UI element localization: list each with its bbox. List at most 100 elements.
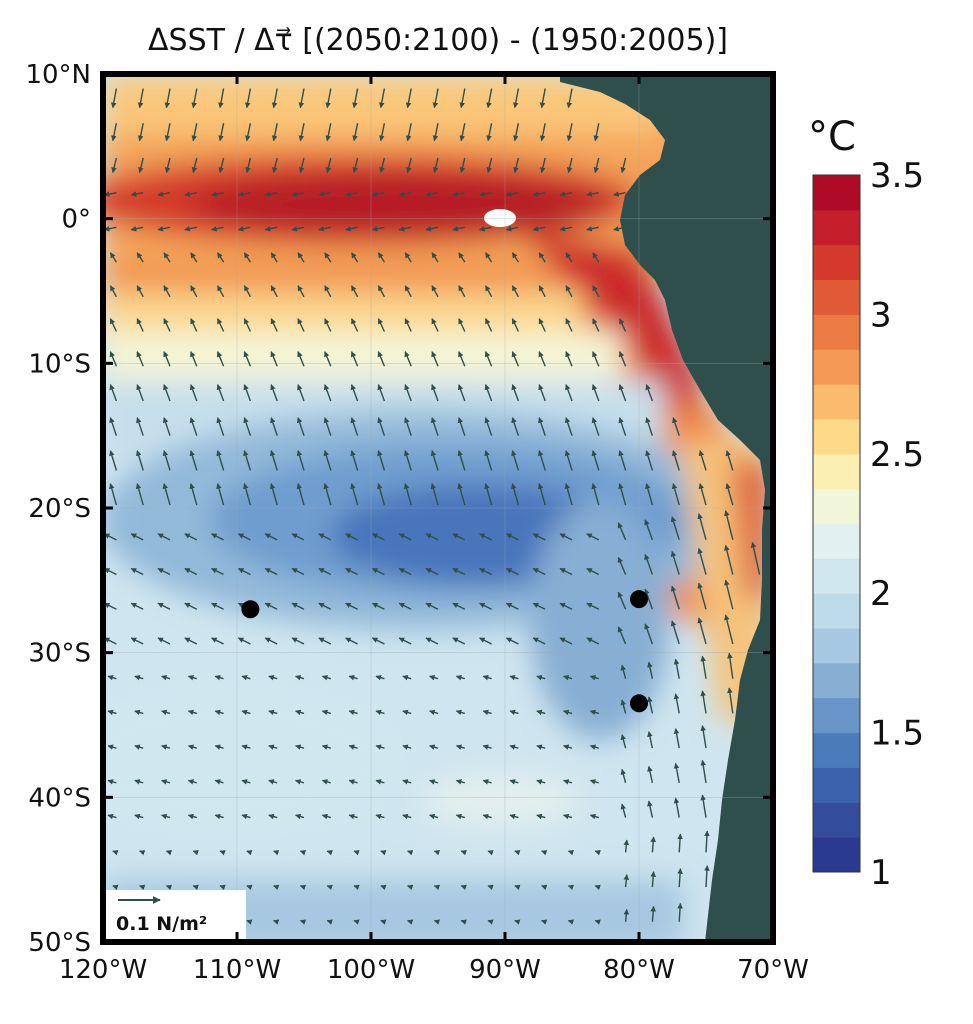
wind-vector — [620, 734, 627, 749]
wind-vector — [270, 417, 278, 436]
wind-vector — [617, 556, 627, 575]
wind-vector — [190, 318, 198, 332]
wind-vector — [586, 567, 600, 576]
wind-vector — [487, 850, 494, 856]
x-tick-label: 120°W — [59, 955, 147, 985]
wind-vector — [482, 779, 492, 785]
wind-vector — [541, 850, 548, 856]
wind-vector — [345, 602, 358, 610]
wind-vector — [564, 483, 573, 506]
wind-vector — [268, 744, 278, 750]
wind-vector — [591, 483, 600, 506]
wind-vector — [138, 157, 144, 174]
wind-vector — [650, 836, 656, 853]
wind-vector — [326, 919, 333, 925]
colorbar-tick-labels: 3.5 3 2.5 2 1.5 1 — [870, 156, 924, 893]
wind-vector — [677, 833, 683, 853]
wind-vector — [486, 123, 493, 142]
wind-vector — [650, 905, 656, 922]
wind-vector — [698, 450, 707, 471]
wind-vector — [505, 567, 519, 576]
wind-vector — [243, 384, 252, 402]
wind-vector — [216, 318, 225, 332]
colorbar-swatch — [813, 279, 860, 315]
wind-vector — [371, 637, 385, 645]
wind-vector — [452, 637, 466, 645]
wind-vector — [455, 744, 465, 750]
wind-vector — [380, 884, 387, 891]
wind-vector — [509, 709, 519, 716]
y-tick-label: 40°S — [28, 783, 91, 813]
wind-vector — [243, 252, 251, 263]
wind-vector — [189, 417, 198, 436]
wind-vector — [589, 674, 599, 681]
wind-vector — [559, 226, 573, 232]
wind-vector — [112, 884, 119, 891]
wind-vector — [670, 516, 680, 541]
wind-vector — [318, 191, 331, 197]
colorbar-swatch — [813, 837, 860, 873]
wind-vector — [613, 226, 626, 232]
wind-vector — [264, 533, 278, 541]
wind-vector — [537, 450, 546, 471]
wind-vector — [618, 351, 627, 367]
wind-vector — [271, 88, 278, 109]
wind-vector — [459, 88, 466, 109]
wind-vector — [532, 226, 546, 232]
wind-vector — [429, 813, 439, 820]
wind-vector — [670, 620, 680, 645]
wind-vector — [402, 674, 412, 681]
wind-vector — [479, 191, 492, 197]
wind-vector — [321, 744, 331, 750]
wind-vector — [538, 351, 546, 367]
wind-vector — [700, 655, 707, 679]
wind-vector — [380, 919, 387, 925]
wind-vector — [353, 884, 360, 891]
wind-vector — [429, 709, 439, 716]
wind-vector — [352, 88, 359, 109]
wind-vector — [184, 533, 198, 541]
wind-vector — [162, 417, 171, 436]
wind-vector — [134, 813, 144, 820]
wind-vector — [398, 602, 412, 610]
colorbar-swatch — [813, 175, 860, 211]
wind-vector — [380, 850, 387, 856]
wind-vector — [295, 674, 305, 681]
wind-vector — [479, 602, 492, 610]
wind-vector — [618, 318, 627, 332]
wind-vector — [460, 884, 467, 891]
wind-vector — [538, 285, 546, 298]
wind-vector — [647, 696, 654, 714]
wind-vector — [511, 450, 520, 471]
wind-vector — [539, 88, 546, 109]
colorbar-tick-label: 3 — [870, 295, 892, 335]
wind-vector — [425, 533, 439, 541]
wind-vector — [211, 533, 224, 541]
wind-vector — [700, 759, 707, 783]
wind-vector — [326, 884, 333, 891]
wind-vector — [677, 868, 683, 888]
wind-vector — [107, 709, 117, 716]
colorbar-swatch — [813, 453, 860, 490]
wind-vector — [697, 513, 707, 541]
wind-vector — [620, 768, 627, 784]
wind-vector — [452, 533, 466, 541]
wind-vector — [237, 637, 251, 645]
wind-vector — [541, 919, 548, 925]
wind-vector — [161, 779, 171, 785]
wind-vector — [353, 919, 360, 925]
wind-vector — [697, 547, 707, 575]
wind-vector — [540, 157, 546, 174]
wind-vector — [647, 661, 654, 679]
colorbar-swatch — [813, 349, 860, 385]
wind-vector — [704, 865, 710, 888]
wind-vector — [402, 744, 412, 750]
wind-vector — [184, 602, 198, 610]
wind-vector — [350, 384, 359, 402]
wind-vector — [161, 744, 171, 750]
wind-vector — [184, 637, 198, 645]
wind-vector — [484, 384, 493, 402]
wind-vector — [511, 384, 520, 402]
wind-vector — [559, 637, 573, 645]
wind-vector — [218, 157, 225, 174]
